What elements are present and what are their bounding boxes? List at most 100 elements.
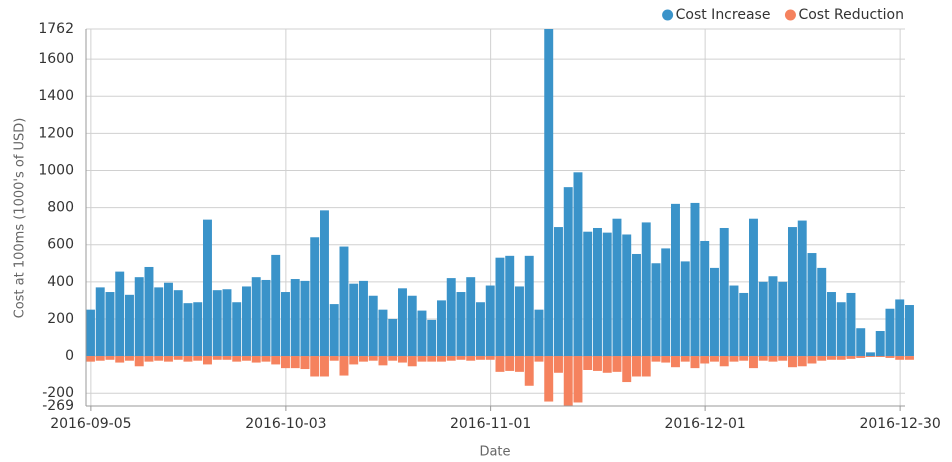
y-tick-label: 0 xyxy=(65,348,74,364)
bar xyxy=(836,302,846,357)
bar xyxy=(524,255,534,357)
bar xyxy=(758,281,768,357)
bar xyxy=(310,237,320,357)
bar xyxy=(544,29,554,357)
bar xyxy=(368,295,378,357)
bar xyxy=(485,285,495,357)
bar xyxy=(749,218,758,357)
bar xyxy=(573,356,583,403)
bar xyxy=(700,240,710,357)
bar xyxy=(758,356,768,361)
bar xyxy=(144,266,154,357)
bar xyxy=(505,356,515,371)
bar xyxy=(164,282,173,357)
bar xyxy=(778,281,788,357)
bar xyxy=(602,232,612,357)
bar xyxy=(290,356,300,369)
bar xyxy=(866,352,875,357)
bar xyxy=(212,356,222,360)
bar xyxy=(680,261,690,357)
bar xyxy=(232,356,242,362)
bar xyxy=(300,356,310,370)
bar xyxy=(622,356,632,383)
bar xyxy=(563,356,573,406)
bar xyxy=(242,356,251,361)
bar xyxy=(573,172,583,357)
bar xyxy=(271,254,281,357)
bar xyxy=(749,356,758,369)
bar xyxy=(739,292,749,357)
bar xyxy=(388,356,398,361)
bar xyxy=(251,277,261,357)
y-tick-label: -200 xyxy=(42,385,74,401)
bar xyxy=(710,267,719,357)
bar xyxy=(251,356,261,363)
bar xyxy=(827,356,836,360)
bar xyxy=(398,288,407,357)
y-tick-label: 1600 xyxy=(38,51,74,67)
bar xyxy=(534,309,544,357)
x-tick-label: 2016-10-03 xyxy=(245,416,326,432)
bar xyxy=(427,319,437,357)
bar xyxy=(300,280,310,357)
bar xyxy=(456,356,466,360)
bar xyxy=(866,356,875,357)
bar xyxy=(856,328,866,357)
bar xyxy=(310,356,320,377)
bar xyxy=(817,356,827,361)
bar xyxy=(466,277,476,357)
bar xyxy=(807,356,817,364)
bar xyxy=(446,278,456,357)
bar xyxy=(505,255,515,357)
bar xyxy=(349,283,359,357)
bar xyxy=(641,222,651,357)
bar xyxy=(768,356,778,362)
bar xyxy=(417,356,427,362)
bar xyxy=(836,356,846,360)
y-tick-label: 200 xyxy=(47,311,74,327)
bar xyxy=(593,227,602,357)
bar xyxy=(359,280,368,357)
y-tick-label: 400 xyxy=(47,274,74,290)
bar xyxy=(427,356,437,362)
bar xyxy=(86,356,95,362)
bar xyxy=(144,356,154,362)
bar xyxy=(661,248,671,357)
bar xyxy=(554,356,563,373)
bar xyxy=(437,356,446,362)
legend-label: Cost Reduction xyxy=(798,7,904,23)
bar xyxy=(885,308,895,357)
bar xyxy=(134,277,144,357)
bar xyxy=(193,356,203,361)
bar xyxy=(524,356,534,386)
bar xyxy=(661,356,671,363)
bar xyxy=(232,302,242,357)
bar xyxy=(203,356,212,365)
bar xyxy=(261,279,271,357)
bar xyxy=(320,356,329,377)
bar xyxy=(495,356,505,372)
bar xyxy=(95,356,105,361)
bar xyxy=(261,356,271,362)
bar xyxy=(183,303,193,357)
x-tick-label: 2016-12-30 xyxy=(859,416,940,432)
bar xyxy=(905,305,914,357)
bar xyxy=(407,295,417,357)
x-axis-label: Date xyxy=(479,445,510,460)
bar xyxy=(222,356,232,360)
bar xyxy=(612,218,622,357)
bar xyxy=(612,356,622,372)
bar xyxy=(583,356,593,370)
bar xyxy=(690,356,700,369)
x-tick-label: 2016-11-01 xyxy=(450,416,531,432)
bar xyxy=(515,286,524,357)
bar xyxy=(193,302,203,357)
bar xyxy=(817,267,827,357)
bar xyxy=(476,302,485,357)
bar xyxy=(875,356,885,357)
bar xyxy=(895,356,905,360)
bar xyxy=(593,356,602,371)
bar xyxy=(349,356,359,365)
bar xyxy=(320,210,329,357)
